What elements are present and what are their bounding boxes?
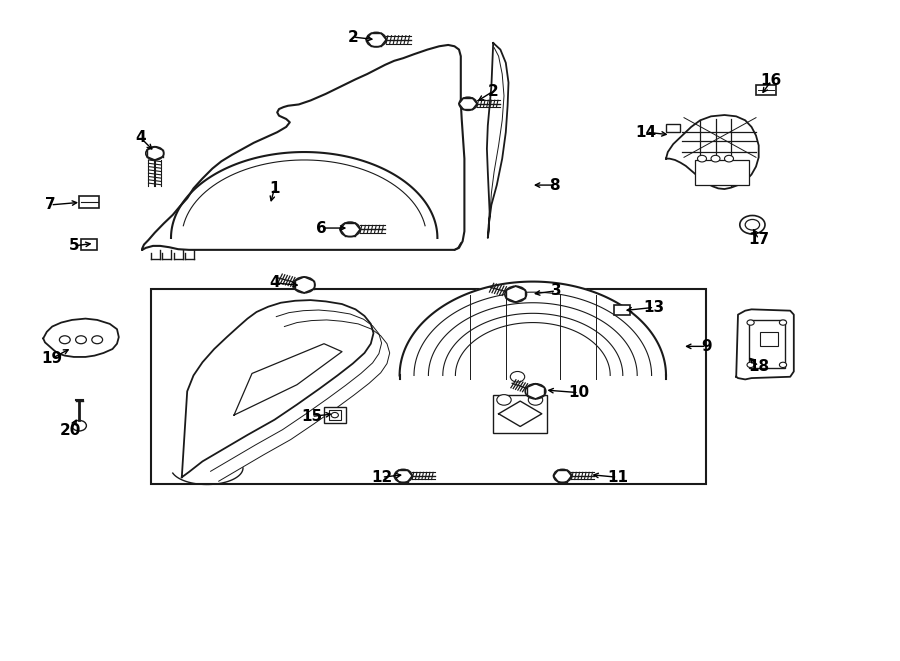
Bar bbox=[749, 320, 785, 368]
Polygon shape bbox=[736, 309, 794, 379]
Text: 3: 3 bbox=[551, 284, 562, 298]
Circle shape bbox=[366, 32, 386, 47]
Text: 13: 13 bbox=[644, 300, 665, 315]
Circle shape bbox=[459, 97, 477, 110]
Text: 4: 4 bbox=[269, 276, 280, 290]
Circle shape bbox=[528, 395, 543, 405]
Text: 12: 12 bbox=[371, 470, 392, 485]
Circle shape bbox=[711, 155, 720, 162]
Circle shape bbox=[747, 362, 754, 368]
Circle shape bbox=[340, 222, 360, 237]
Circle shape bbox=[698, 155, 706, 162]
Circle shape bbox=[72, 420, 86, 431]
Circle shape bbox=[554, 469, 572, 483]
Bar bbox=[324, 407, 346, 423]
Text: 7: 7 bbox=[45, 198, 56, 212]
Circle shape bbox=[740, 215, 765, 234]
Circle shape bbox=[779, 362, 787, 368]
Text: 1: 1 bbox=[269, 181, 280, 196]
Text: 4: 4 bbox=[135, 130, 146, 145]
Circle shape bbox=[293, 277, 315, 293]
Circle shape bbox=[497, 395, 511, 405]
Circle shape bbox=[747, 320, 754, 325]
Text: 2: 2 bbox=[488, 84, 499, 98]
Bar bbox=[151, 289, 706, 484]
Bar bbox=[81, 239, 97, 250]
Text: 14: 14 bbox=[635, 125, 657, 139]
Circle shape bbox=[745, 219, 760, 230]
Text: 11: 11 bbox=[607, 470, 628, 485]
Bar bbox=[328, 410, 341, 420]
Text: 19: 19 bbox=[41, 351, 63, 366]
Circle shape bbox=[779, 320, 787, 325]
Polygon shape bbox=[171, 152, 437, 251]
Circle shape bbox=[505, 286, 526, 302]
Bar bbox=[695, 160, 749, 185]
Text: 18: 18 bbox=[748, 359, 770, 373]
Polygon shape bbox=[182, 300, 374, 477]
Circle shape bbox=[146, 147, 164, 160]
Text: 2: 2 bbox=[347, 30, 358, 44]
Circle shape bbox=[394, 469, 412, 483]
Circle shape bbox=[510, 371, 525, 382]
Circle shape bbox=[724, 155, 733, 162]
Bar bbox=[79, 196, 99, 208]
Text: 15: 15 bbox=[301, 409, 322, 424]
Bar bbox=[760, 332, 778, 346]
Text: 6: 6 bbox=[316, 221, 327, 235]
Text: 8: 8 bbox=[549, 178, 560, 192]
Text: 20: 20 bbox=[59, 424, 81, 438]
Circle shape bbox=[331, 412, 338, 418]
Bar bbox=[666, 124, 680, 132]
Circle shape bbox=[59, 336, 70, 344]
Polygon shape bbox=[400, 282, 666, 379]
Polygon shape bbox=[142, 45, 464, 250]
Polygon shape bbox=[43, 319, 119, 357]
Text: 16: 16 bbox=[760, 73, 782, 88]
Text: 5: 5 bbox=[68, 239, 79, 253]
Text: 17: 17 bbox=[748, 232, 770, 247]
Polygon shape bbox=[666, 115, 759, 189]
Polygon shape bbox=[487, 43, 508, 238]
Text: 10: 10 bbox=[568, 385, 590, 400]
Circle shape bbox=[92, 336, 103, 344]
Bar bbox=[493, 395, 547, 433]
Circle shape bbox=[526, 384, 545, 399]
Circle shape bbox=[76, 336, 86, 344]
Bar bbox=[756, 85, 776, 95]
Bar bbox=[614, 305, 630, 315]
Text: 9: 9 bbox=[701, 339, 712, 354]
